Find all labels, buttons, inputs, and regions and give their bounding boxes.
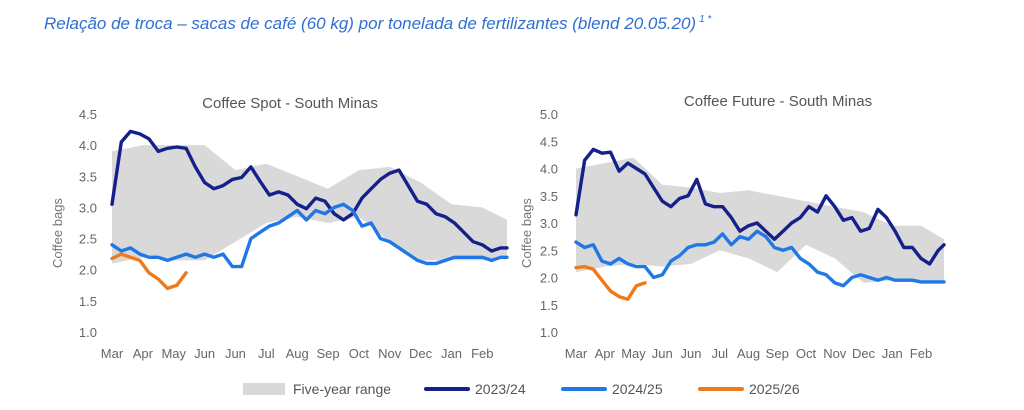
x-tick-label: Sep — [316, 346, 339, 361]
y-tick-label: 4.5 — [540, 134, 558, 149]
x-tick-label: Feb — [471, 346, 493, 361]
x-tick-label: Jun — [681, 346, 702, 361]
y-tick-label: 2.5 — [540, 243, 558, 258]
y-tick-label: 5.0 — [540, 107, 558, 122]
page-title: Relação de troca – sacas de café (60 kg)… — [44, 14, 712, 33]
x-tick-label: Jul — [258, 346, 275, 361]
legend: Five-year range 2023/24 2024/25 2025/26 — [243, 381, 800, 397]
x-tick-label: May — [621, 346, 646, 361]
x-tick-label: Mar — [101, 346, 124, 361]
y-tick-label: 3.0 — [79, 200, 97, 215]
y-tick-label: 4.5 — [79, 107, 97, 122]
legend-item: 2023/24 — [424, 381, 526, 397]
legend-label: 2023/24 — [475, 381, 526, 397]
x-tick-label: May — [161, 346, 186, 361]
x-tick-label: Apr — [595, 346, 616, 361]
x-tick-label: Jun — [194, 346, 215, 361]
series-line-2023-24 — [110, 129, 509, 253]
y-tick-label: 2.5 — [79, 232, 97, 247]
y-tick-label: 1.0 — [540, 325, 558, 340]
range-band — [576, 157, 944, 283]
x-tick-label: Dec — [852, 346, 876, 361]
x-tick-label: Jan — [441, 346, 462, 361]
x-tick-label: Dec — [409, 346, 433, 361]
x-tick-label: Oct — [796, 346, 817, 361]
x-tick-label: Jul — [711, 346, 728, 361]
x-tick-label: Apr — [133, 346, 154, 361]
x-tick-label: Nov — [823, 346, 847, 361]
chart-title: Coffee Spot - South Minas — [202, 95, 378, 112]
series-line-2024-25 — [110, 202, 509, 269]
y-tick-label: 4.0 — [79, 138, 97, 153]
y-tick-label: 3.5 — [79, 169, 97, 184]
legend-item: 2024/25 — [561, 381, 663, 397]
x-tick-label: Nov — [378, 346, 402, 361]
series-line-2024-25 — [574, 229, 946, 288]
series-line-2023-24 — [574, 147, 946, 266]
x-tick-label: Oct — [349, 346, 370, 361]
y-tick-label: 2.0 — [540, 271, 558, 286]
legend-label: Five-year range — [293, 381, 391, 397]
x-tick-label: Jun — [652, 346, 673, 361]
series-line-2025-26 — [110, 252, 188, 291]
y-axis-label: Coffee bags — [50, 198, 65, 268]
x-tick-label: Mar — [565, 346, 588, 361]
series-line-2025-26 — [574, 264, 647, 301]
legend-label: 2025/26 — [749, 381, 800, 397]
legend-item: Five-year range — [243, 381, 391, 397]
chart-2: Coffee Future - South Minas Coffee bags 1.… — [519, 93, 946, 361]
title-footnote: 1 * — [699, 14, 712, 26]
y-tick-label: 3.5 — [540, 189, 558, 204]
x-tick-label: Jan — [882, 346, 903, 361]
y-tick-label: 1.5 — [540, 298, 558, 313]
legend-item: 2025/26 — [698, 381, 800, 397]
y-tick-label: 2.0 — [79, 263, 97, 278]
y-tick-label: 4.0 — [540, 162, 558, 177]
y-tick-label: 1.5 — [79, 294, 97, 309]
chart-title: Coffee Future - South Minas — [684, 93, 872, 110]
y-axis-label: Coffee bags — [519, 198, 534, 268]
chart-1: Coffee Spot - South Minas Coffee bags 1.0 1… — [50, 95, 509, 361]
y-tick-label: 3.0 — [540, 216, 558, 231]
x-tick-label: Aug — [737, 346, 760, 361]
x-tick-label: Feb — [910, 346, 932, 361]
x-tick-label: Aug — [286, 346, 309, 361]
legend-swatch — [243, 383, 285, 395]
x-tick-label: Sep — [766, 346, 789, 361]
legend-label: 2024/25 — [612, 381, 663, 397]
x-tick-label: Jun — [225, 346, 246, 361]
y-tick-label: 1.0 — [79, 325, 97, 340]
